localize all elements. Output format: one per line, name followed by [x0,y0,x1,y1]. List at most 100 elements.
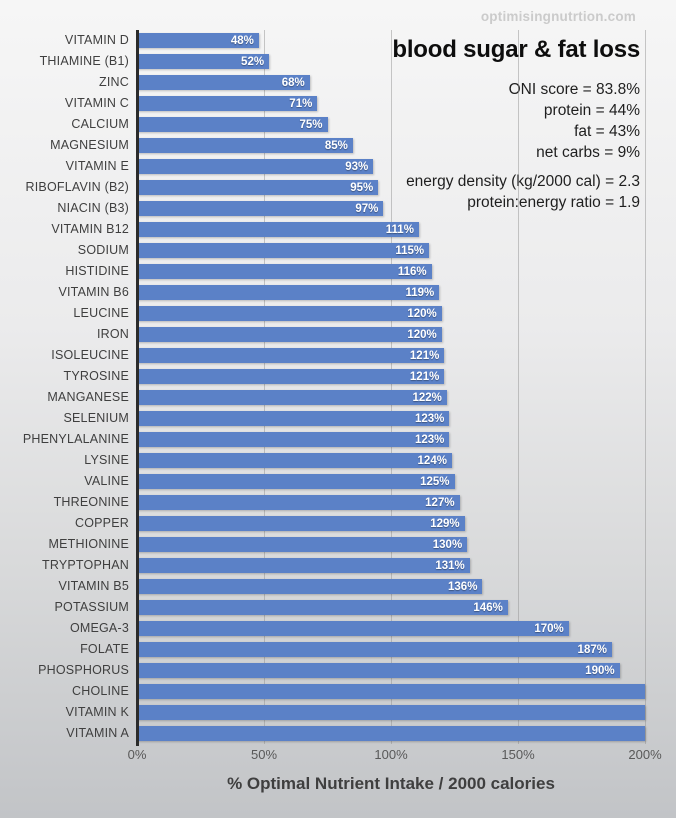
category-label: IRON [96,327,129,341]
bar[interactable]: 95% [137,180,379,195]
stat-energy-density: energy density (kg/2000 cal) = 2.3 [406,173,640,190]
bar-row: 120% [137,324,645,345]
gridline [518,30,519,744]
y-axis-line [136,30,139,746]
bar-value-label: 85% [324,139,348,152]
category-axis: VITAMIN D THIAMINE (B1) ZINC VITAMIN C CALCI… [0,30,129,744]
category-label: SODIUM [77,243,129,257]
bar-value-label: 97% [355,202,379,215]
bar-row: 129% [137,513,645,534]
bar-value-label: 127% [425,496,455,509]
category-label: PHOSPHORUS [38,663,129,677]
category-label: VITAMIN A [66,726,129,740]
bar[interactable]: 93% [137,159,374,174]
bar[interactable]: 130% [137,537,468,552]
bar[interactable]: 131% [137,558,470,573]
category-label: MAGNESIUM [50,138,129,152]
bar[interactable]: 85% [137,138,353,153]
bar-value-label: 119% [405,286,435,299]
category-label: VITAMIN D [64,33,129,47]
bar-row: 115% [137,240,645,261]
bar[interactable]: 119% [137,285,440,300]
bar-row: 187% [137,639,645,660]
bar[interactable]: 97% [137,201,384,216]
category-label: VITAMIN B12 [51,222,129,236]
bar[interactable]: 120% [137,306,442,321]
category-label: TRYPTOPHAN [42,558,129,572]
bar[interactable]: 127% [137,495,460,510]
bar[interactable]: 125% [137,474,455,489]
bar-value-label: 48% [230,34,254,47]
bar[interactable]: 71% [137,96,318,111]
stats-block-macros: ONI score = 83.8% protein = 44% fat = 43… [392,79,640,163]
bar-value-label: 136% [448,580,478,593]
bar[interactable]: 136% [137,579,483,594]
category-label: VITAMIN B6 [58,285,129,299]
bar-value-label: 75% [299,118,323,131]
category-label: PHENYLALANINE [22,432,129,446]
category-label: CHOLINE [72,684,129,698]
bar[interactable]: 187% [137,642,612,657]
bar-value-label: 111% [385,223,414,236]
bar[interactable]: 52% [137,54,270,69]
category-label: VITAMIN B5 [58,579,129,593]
bar-row: 75% [137,114,645,135]
bar-row: 97% [137,198,645,219]
bar-row: 93% [137,156,645,177]
bar[interactable]: 170% [137,621,569,636]
bar[interactable]: 123% [137,432,450,447]
bar-value-label: 146% [473,601,503,614]
stat-oni-score: ONI score = 83.8% [508,81,640,98]
category-label: VALINE [84,474,129,488]
bar-row: 116% [137,261,645,282]
bar[interactable]: 121% [137,369,445,384]
bar-row: 124% [137,450,645,471]
bar-value-label: 129% [430,517,460,530]
bar-row: 123% [137,408,645,429]
category-label: OMEGA-3 [69,621,129,635]
bar-row: 123% [137,429,645,450]
bar[interactable] [137,684,645,699]
bar-row: 71% [137,93,645,114]
bar[interactable]: 68% [137,75,310,90]
bar-value-label: 71% [289,97,313,110]
bar-value-label: 68% [281,76,305,89]
bar[interactable]: 115% [137,243,430,258]
bar-value-label: 115% [395,244,425,257]
category-label: ISOLEUCINE [51,348,129,362]
bar[interactable]: 116% [137,264,432,279]
bar[interactable]: 123% [137,411,450,426]
bar-value-label: 120% [407,328,437,341]
category-label: ZINC [99,75,129,89]
bar[interactable]: 122% [137,390,447,405]
category-label: COPPER [75,516,129,530]
bar[interactable]: 120% [137,327,442,342]
bar-row: 48% [137,30,645,51]
bar[interactable]: 75% [137,117,328,132]
chart-header: blood sugar & fat loss ONI score = 83.8%… [392,36,640,213]
bar-value-label: 131% [435,559,465,572]
bar-row: 111% [137,219,645,240]
bar[interactable]: 48% [137,33,259,48]
bar[interactable] [137,726,645,741]
stat-net-carbs: net carbs = 9% [536,144,640,161]
x-axis-tick-label: 50% [250,747,278,762]
bar[interactable]: 190% [137,663,620,678]
bar[interactable]: 124% [137,453,452,468]
category-label: NIACIN (B3) [57,201,129,215]
category-label: LEUCINE [73,306,129,320]
bar-row: 121% [137,366,645,387]
bar-value-label: 93% [345,160,369,173]
category-label: HISTIDINE [65,264,129,278]
bar[interactable]: 129% [137,516,465,531]
bar-row [137,681,645,702]
x-axis-tick-label: 100% [374,747,408,762]
bar[interactable] [137,705,645,720]
bar[interactable]: 146% [137,600,508,615]
bar-value-label: 121% [409,370,440,383]
bar-value-label: 116% [397,265,427,278]
category-label: VITAMIN C [64,96,129,110]
bar[interactable]: 111% [137,222,419,237]
bar[interactable]: 121% [137,348,445,363]
